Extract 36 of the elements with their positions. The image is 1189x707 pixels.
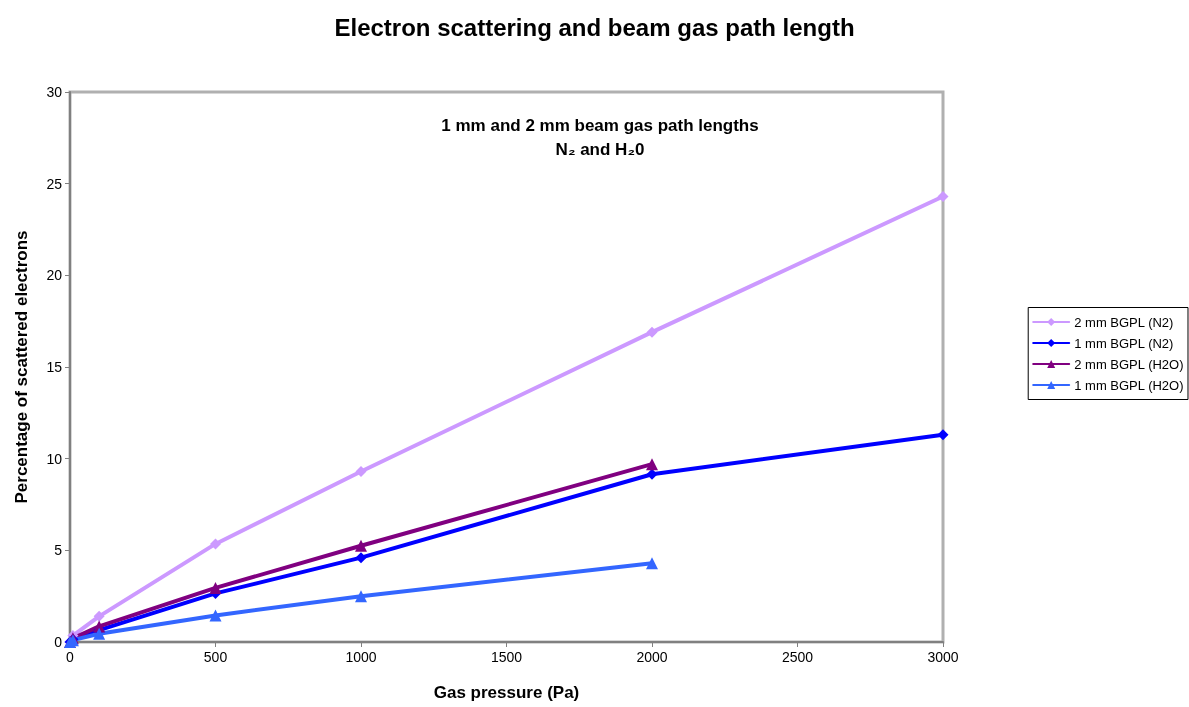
y-tick-label: 20 (46, 267, 63, 284)
x-tick-label: 2000 (636, 649, 668, 665)
point (355, 590, 367, 603)
point (646, 458, 658, 471)
x-tick-label: 500 (203, 649, 228, 665)
legend-label: 1 mm BGPL (N2) (1074, 335, 1174, 351)
y-tick-label: 0 (54, 634, 63, 650)
x-tick-label: 1500 (490, 649, 523, 665)
point (93, 627, 106, 640)
chart-title: Electron scattering and beam gas path length (334, 13, 855, 41)
x-axis-title: Gas pressure (Pa) (433, 683, 580, 702)
x-tick-label: 0 (66, 649, 75, 665)
point (93, 610, 105, 622)
legend-label: 2 mm BGPL (H2O) (1074, 356, 1184, 372)
point (355, 552, 367, 564)
text: 1 mm and 2 mm beam gas path lengths N₂ and H₂0 (441, 115, 759, 159)
y-tick-label: 30 (46, 84, 63, 100)
point (937, 191, 949, 202)
point (937, 429, 949, 441)
point (646, 326, 658, 338)
y-tick-label: 15 (46, 359, 63, 375)
y-tick-label: 5 (54, 542, 63, 559)
legend-label: 2 mm BGPL (N2) (1074, 314, 1174, 330)
y-axis-title: Percentage of scattered electrons (12, 230, 31, 504)
legend-label: 1 mm BGPL (H2O) (1074, 377, 1184, 393)
point (209, 581, 222, 594)
y-tick-label: 25 (46, 175, 63, 192)
x-tick-label: 1000 (345, 649, 377, 665)
y-tick-label: 10 (46, 450, 63, 467)
point (209, 609, 222, 622)
point (355, 539, 367, 552)
point (355, 466, 367, 477)
x-tick-label: 2500 (781, 649, 814, 665)
point (210, 538, 221, 550)
x-tick-label: 3000 (927, 649, 959, 665)
point (646, 557, 658, 570)
